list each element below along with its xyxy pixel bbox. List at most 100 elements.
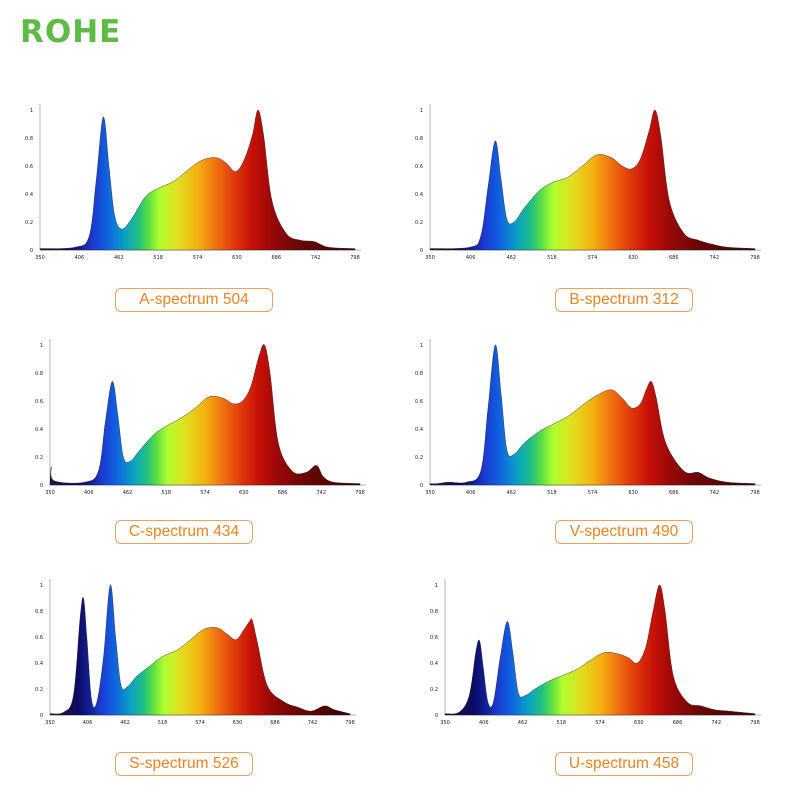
- x-tick-label: 630: [233, 720, 243, 726]
- x-tick-label: 574: [193, 255, 203, 261]
- x-tick-label: 630: [239, 490, 249, 496]
- y-tick-label: 0: [435, 713, 438, 719]
- x-tick-label: 350: [45, 490, 55, 496]
- x-tick-label: 350: [440, 720, 450, 726]
- x-tick-label: 742: [316, 490, 326, 496]
- y-tick-label: 0.6: [415, 399, 423, 405]
- spectrum-panel: 350 406 462 518 574 630 686 742 798 0 0.2 0.4 0.6 0.8…: [425, 575, 775, 745]
- x-tick-label: 742: [311, 255, 321, 261]
- y-tick-label: 0.2: [415, 455, 423, 461]
- y-tick-label: 0.4: [430, 661, 438, 667]
- x-tick-label: 406: [466, 255, 476, 261]
- y-tick-label: 1: [30, 108, 33, 114]
- x-tick-label: 350: [35, 255, 45, 261]
- y-tick-label: 0.2: [25, 220, 33, 226]
- spectrum-area: [49, 344, 361, 486]
- y-tick-label: 0.8: [35, 371, 43, 377]
- x-tick-label: 798: [350, 255, 360, 261]
- y-tick-label: 0.4: [25, 192, 33, 198]
- spectrum-panel: 350 406 462 518 574 630 686 742 798 0 0.2 0.4 0.6 0.8…: [30, 575, 370, 745]
- spectrum-chart: 350 406 462 518 574 630 686 742 798 0 0.2 0.4 0.6 0.8…: [415, 339, 761, 496]
- x-tick-label: 798: [750, 720, 760, 726]
- y-tick-label: 1: [435, 583, 438, 589]
- x-tick-label: 574: [200, 490, 210, 496]
- x-tick-label: 798: [750, 490, 760, 496]
- x-tick-label: 686: [271, 255, 281, 261]
- x-tick-label: 742: [710, 255, 720, 261]
- y-tick-label: 0.8: [25, 136, 33, 142]
- y-tick-label: 0: [40, 713, 43, 719]
- spectrum-area: [49, 584, 351, 716]
- y-tick-label: 0.8: [415, 136, 423, 142]
- spectrum-area: [444, 584, 756, 716]
- spectrum-panel: 350 406 462 518 574 630 686 742 798 0 0.2 0.4 0.6 0.8…: [20, 100, 375, 280]
- spectrum-panel: 350 406 462 518 574 630 686 742 798 0 0.2 0.4 0.6 0.8…: [410, 335, 775, 515]
- y-tick-label: 0.2: [430, 687, 438, 693]
- x-tick-label: 518: [556, 720, 566, 726]
- y-tick-label: 1: [420, 108, 423, 114]
- y-tick-label: 0.8: [415, 371, 423, 377]
- x-tick-label: 406: [466, 490, 476, 496]
- spectrum-chart: 350 406 462 518 574 630 686 742 798 0 0.2 0.4 0.6 0.8…: [25, 104, 361, 261]
- x-tick-label: 462: [123, 490, 133, 496]
- x-tick-label: 574: [588, 255, 598, 261]
- x-tick-label: 518: [547, 490, 557, 496]
- x-tick-label: 518: [158, 720, 168, 726]
- x-tick-label: 518: [547, 255, 557, 261]
- spectrum-area: [39, 109, 356, 251]
- x-tick-label: 686: [278, 490, 288, 496]
- y-tick-label: 0: [420, 483, 423, 489]
- x-tick-label: 798: [345, 720, 355, 726]
- y-tick-label: 1: [40, 583, 43, 589]
- y-tick-label: 0.4: [35, 427, 43, 433]
- x-tick-label: 406: [75, 255, 85, 261]
- x-tick-label: 630: [634, 720, 644, 726]
- spectrum-caption: B-spectrum 312: [555, 288, 693, 312]
- y-tick-label: 0.2: [35, 687, 43, 693]
- x-tick-label: 518: [153, 255, 163, 261]
- spectrum-chart: 350 406 462 518 574 630 686 742 798 0 0.2 0.4 0.6 0.8…: [430, 579, 761, 726]
- y-tick-label: 0: [40, 483, 43, 489]
- x-tick-label: 742: [711, 720, 721, 726]
- x-tick-label: 574: [195, 720, 205, 726]
- x-tick-label: 518: [161, 490, 171, 496]
- x-tick-label: 350: [425, 490, 435, 496]
- spectrum-panel: 350 406 462 518 574 630 686 742 798 0 0.2 0.4 0.6 0.8…: [30, 335, 380, 515]
- x-tick-label: 462: [114, 255, 124, 261]
- x-tick-label: 462: [120, 720, 130, 726]
- y-tick-label: 1: [40, 343, 43, 349]
- y-tick-label: 1: [420, 343, 423, 349]
- spectrum-area: [429, 109, 756, 251]
- x-tick-label: 686: [669, 255, 679, 261]
- spectrum-panel: 350 406 462 518 574 630 686 742 798 0 0.2 0.4 0.6 0.8…: [410, 100, 775, 280]
- spectrum-chart: 350 406 462 518 574 630 686 742 798 0 0.2 0.4 0.6 0.8…: [415, 104, 761, 261]
- spectrum-area: [429, 344, 756, 486]
- x-tick-label: 406: [479, 720, 489, 726]
- spectrum-caption: V-spectrum 490: [555, 520, 693, 544]
- y-tick-label: 0.6: [415, 164, 423, 170]
- spectrum-caption: C-spectrum 434: [115, 520, 253, 544]
- x-tick-label: 686: [270, 720, 280, 726]
- x-tick-label: 630: [628, 490, 638, 496]
- x-tick-label: 742: [308, 720, 318, 726]
- x-tick-label: 350: [425, 255, 435, 261]
- x-tick-label: 462: [506, 255, 516, 261]
- spectrum-chart: 350 406 462 518 574 630 686 742 798 0 0.2 0.4 0.6 0.8…: [35, 339, 366, 496]
- spectrum-caption: U-spectrum 458: [555, 752, 693, 776]
- x-tick-label: 574: [595, 720, 605, 726]
- x-tick-label: 686: [669, 490, 679, 496]
- rohe-logo: ROHE: [20, 14, 122, 50]
- y-tick-label: 0.4: [35, 661, 43, 667]
- x-tick-label: 406: [83, 720, 93, 726]
- x-tick-label: 686: [673, 720, 683, 726]
- x-tick-label: 350: [45, 720, 55, 726]
- spectrum-chart: 350 406 462 518 574 630 686 742 798 0 0.2 0.4 0.6 0.8…: [35, 579, 356, 726]
- y-tick-label: 0.2: [35, 455, 43, 461]
- x-tick-label: 630: [232, 255, 242, 261]
- y-tick-label: 0.6: [25, 164, 33, 170]
- x-tick-label: 630: [628, 255, 638, 261]
- x-tick-label: 742: [710, 490, 720, 496]
- y-tick-label: 0.8: [430, 609, 438, 615]
- x-tick-label: 574: [588, 490, 598, 496]
- y-tick-label: 0.6: [35, 399, 43, 405]
